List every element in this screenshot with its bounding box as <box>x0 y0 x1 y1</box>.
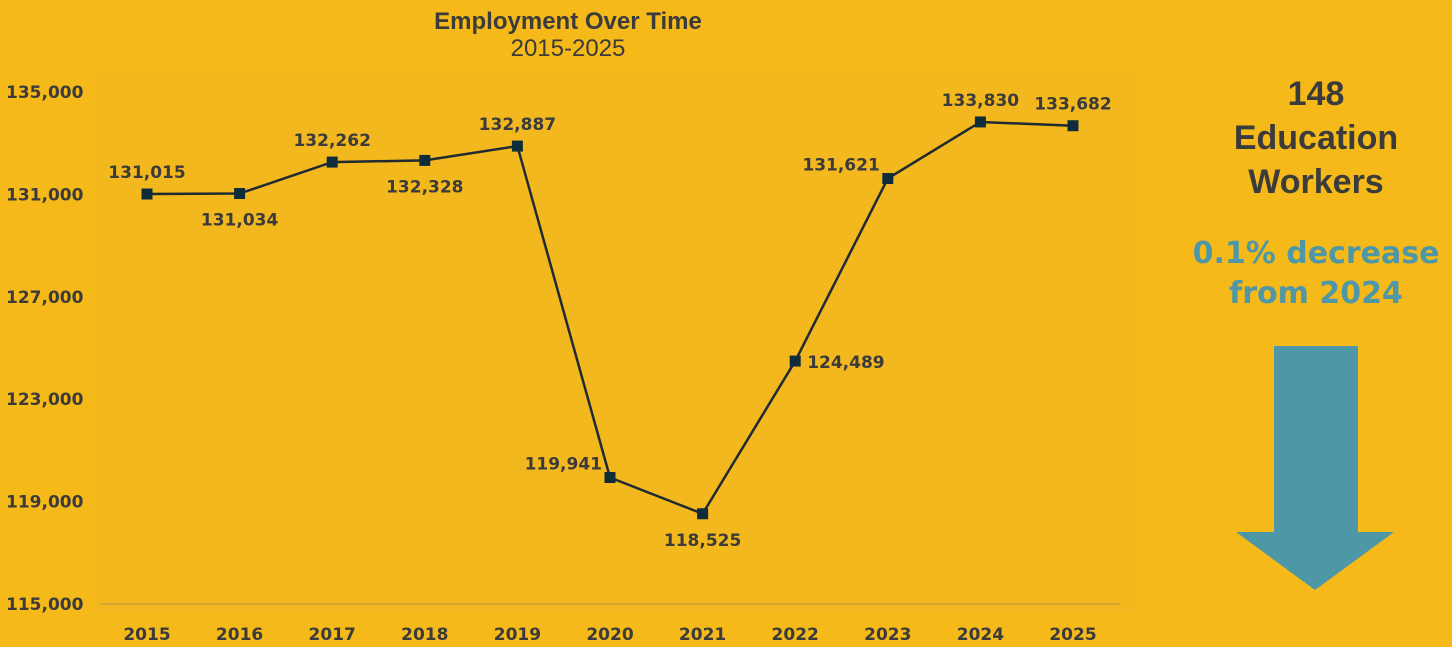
data-point <box>234 188 246 200</box>
x-tick-label: 2024 <box>957 625 1004 645</box>
data-point <box>604 472 616 484</box>
data-point <box>974 116 986 128</box>
x-tick-label: 2016 <box>216 625 263 645</box>
data-label: 131,034 <box>201 211 279 231</box>
data-label: 132,328 <box>386 177 463 197</box>
data-label: 124,489 <box>807 353 884 373</box>
worker-label-line1: Education <box>1233 119 1399 157</box>
data-label: 132,887 <box>479 115 556 135</box>
data-point <box>882 173 894 185</box>
x-tick-label: 2017 <box>309 625 356 645</box>
data-point <box>141 188 153 200</box>
summary-panel: 148 Education Workers 0.1% decrease from… <box>1180 72 1452 314</box>
x-tick-label: 2020 <box>586 625 633 645</box>
data-point <box>697 508 709 520</box>
data-point <box>789 355 801 367</box>
data-point <box>511 140 523 152</box>
chart-subtitle: 2015-2025 <box>510 35 626 62</box>
y-tick-label: 119,000 <box>6 493 84 513</box>
data-point <box>326 156 338 168</box>
chart-title: Employment Over Time <box>434 8 702 35</box>
change-line1: 0.1% decrease <box>1192 236 1440 271</box>
x-tick-label: 2018 <box>401 625 448 645</box>
y-tick-label: 127,000 <box>6 288 84 308</box>
down-arrow-icon <box>1236 346 1394 590</box>
x-tick-label: 2015 <box>123 625 170 645</box>
worker-count: 148 <box>1287 75 1345 113</box>
y-tick-label: 131,000 <box>6 185 84 205</box>
data-label: 131,015 <box>108 163 185 183</box>
x-tick-label: 2021 <box>679 625 726 645</box>
x-tick-label: 2025 <box>1049 625 1096 645</box>
data-label: 119,941 <box>525 455 602 475</box>
data-point <box>419 154 431 166</box>
x-tick-label: 2019 <box>494 625 541 645</box>
data-label: 131,621 <box>802 156 879 176</box>
y-tick-label: 115,000 <box>6 595 84 615</box>
y-tick-label: 123,000 <box>6 390 84 410</box>
data-point <box>1067 120 1079 132</box>
change-line2: from 2024 <box>1229 276 1403 311</box>
plot-area <box>96 70 1134 612</box>
chart-title-block: Employment Over Time 2015-2025 <box>418 8 718 62</box>
worker-label-line2: Workers <box>1248 163 1384 201</box>
y-tick-label: 135,000 <box>6 83 84 103</box>
data-label: 133,682 <box>1034 95 1111 115</box>
x-tick-label: 2022 <box>772 625 819 645</box>
x-tick-label: 2023 <box>864 625 911 645</box>
data-label: 132,262 <box>293 131 370 151</box>
data-label: 118,525 <box>664 531 741 551</box>
data-label: 133,830 <box>942 91 1020 111</box>
